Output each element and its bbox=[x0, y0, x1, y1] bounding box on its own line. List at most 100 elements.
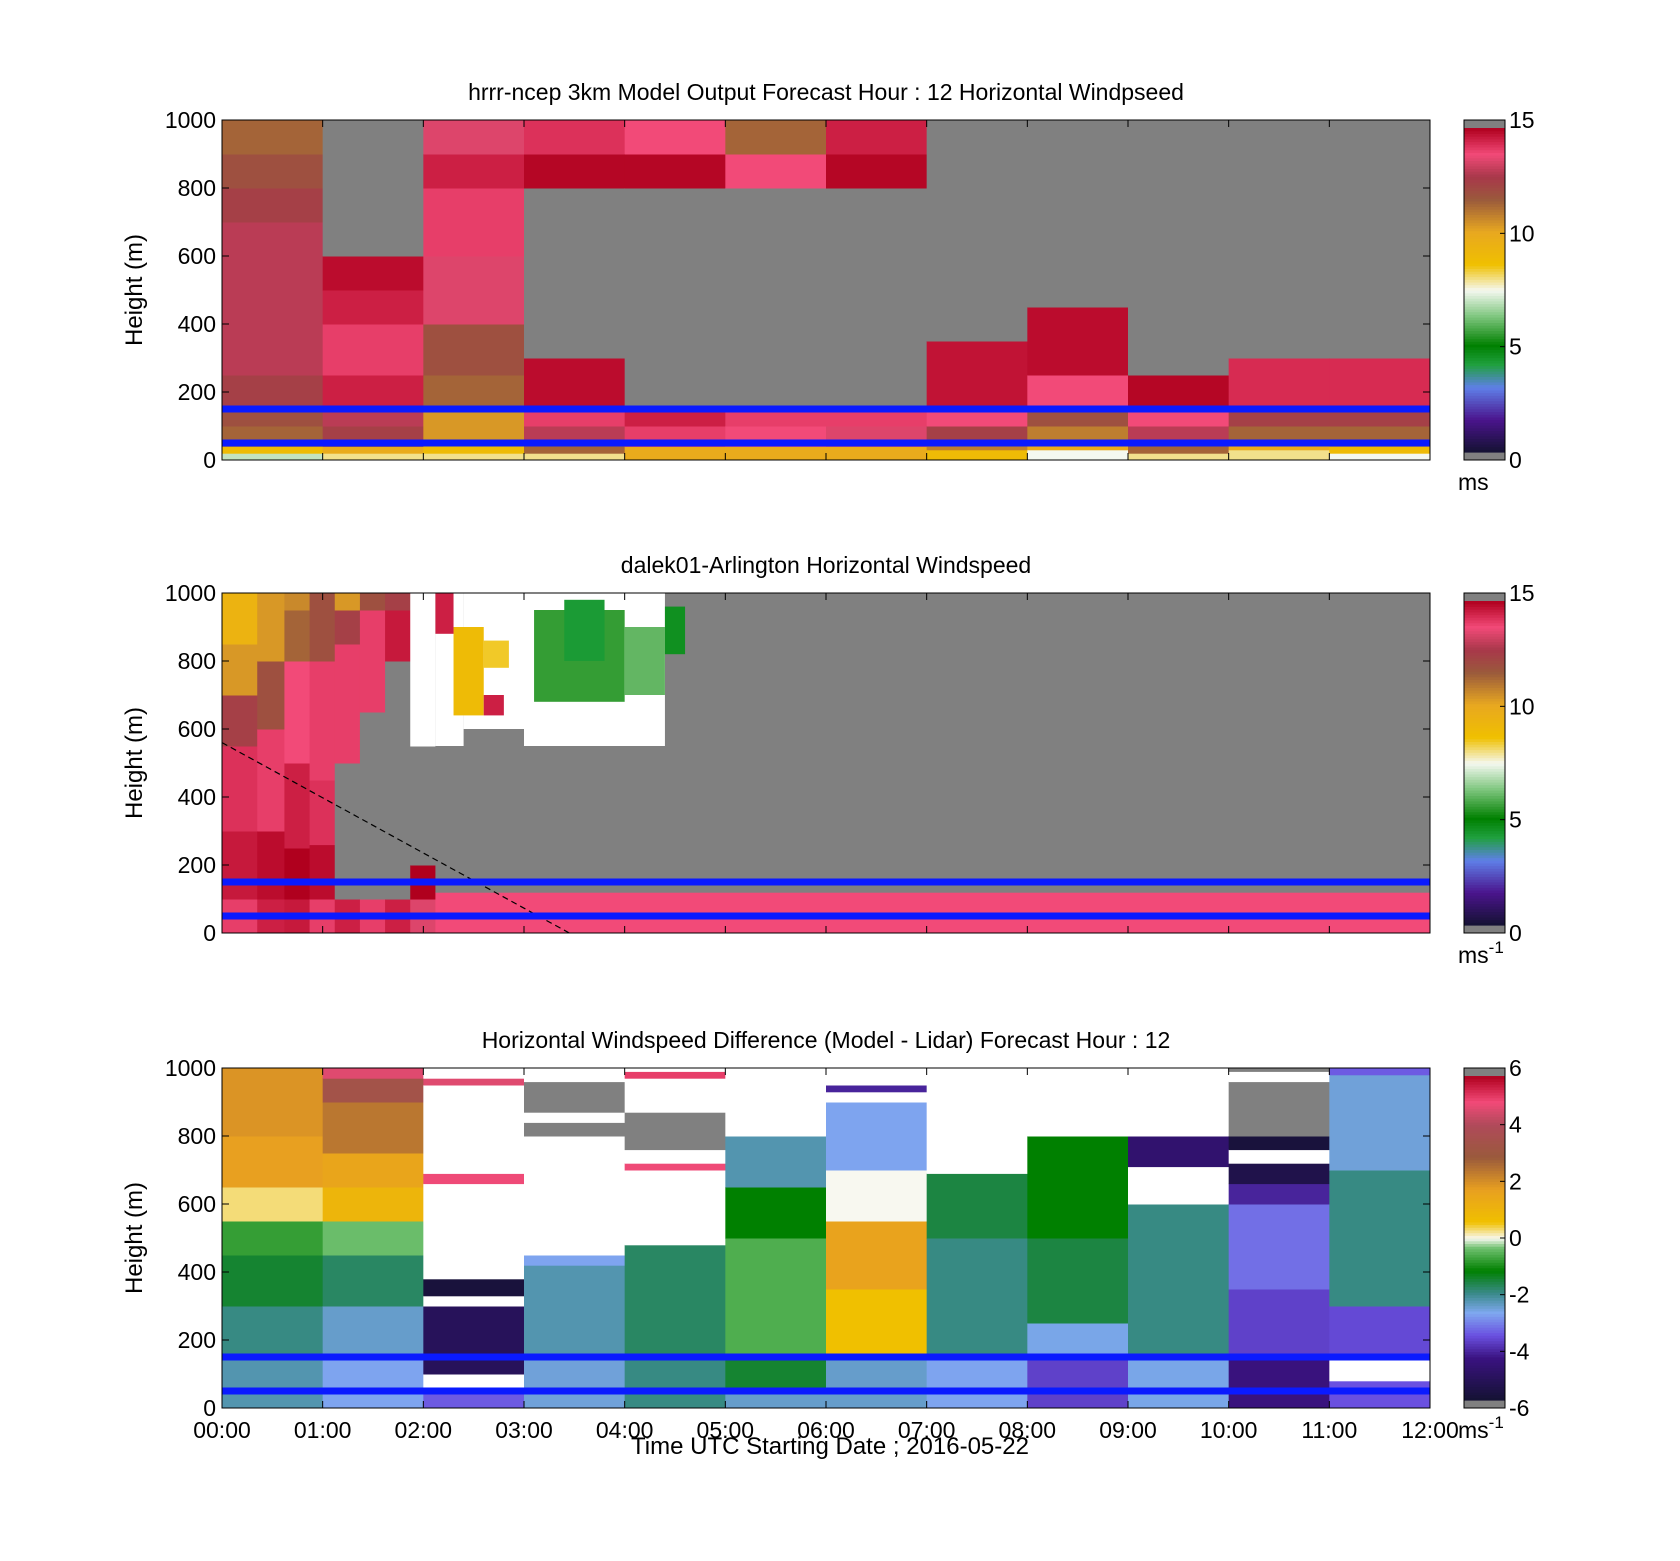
colorbar-segment bbox=[1464, 773, 1505, 778]
colorbar-segment bbox=[1464, 252, 1505, 256]
colorbar-segment bbox=[1464, 1157, 1505, 1161]
colorbar-segment bbox=[1464, 754, 1505, 759]
colorbar-segment bbox=[1464, 619, 1505, 624]
colorbar-segment bbox=[1464, 1229, 1505, 1234]
heatmap-cell bbox=[284, 661, 311, 764]
colorbar-segment bbox=[1464, 1146, 1505, 1150]
colorbar-segment bbox=[1464, 427, 1505, 431]
colorbar-segment bbox=[1464, 430, 1505, 434]
colorbar-segment bbox=[1464, 884, 1505, 888]
colorbar-segment bbox=[1464, 219, 1505, 224]
colorbar-segment bbox=[1464, 657, 1505, 661]
colorbar-segment bbox=[1464, 652, 1505, 656]
heatmap-cell bbox=[222, 1187, 324, 1222]
colorbar-segment bbox=[1464, 225, 1505, 229]
colorbar-segment bbox=[1464, 889, 1505, 894]
colorbar-segment bbox=[1464, 1205, 1505, 1209]
colorbar-segment bbox=[1464, 1354, 1505, 1358]
colorbar-segment bbox=[1464, 1397, 1505, 1401]
heatmap-cell bbox=[725, 120, 827, 155]
colorbar-segment bbox=[1464, 609, 1505, 613]
colorbar-segment bbox=[1464, 211, 1505, 215]
colorbar-segment bbox=[1464, 1332, 1505, 1336]
colorbar-segment bbox=[1464, 1162, 1505, 1166]
colorbar-segment bbox=[1464, 765, 1505, 769]
colorbar-segment bbox=[1464, 1370, 1505, 1374]
heatmap-cell bbox=[410, 593, 436, 747]
heatmap-cell bbox=[826, 188, 928, 410]
colorbar-segment bbox=[1464, 622, 1505, 626]
colorbar-segment bbox=[1464, 862, 1505, 867]
heatmap-cell bbox=[624, 1357, 726, 1409]
colorbar-segment bbox=[1464, 838, 1505, 842]
colorbar-segment bbox=[1464, 825, 1505, 829]
colorbar-segment bbox=[1464, 644, 1505, 648]
colorbar-segment bbox=[1464, 1211, 1505, 1215]
heatmap-cell bbox=[524, 426, 626, 441]
colorbar-segment bbox=[1464, 268, 1505, 272]
colorbar-segment bbox=[1464, 422, 1505, 426]
colorbar-segment bbox=[1464, 214, 1505, 218]
colorbar-segment bbox=[1464, 641, 1505, 645]
colorbar-segment bbox=[1464, 1076, 1505, 1080]
heatmap-cell bbox=[322, 324, 424, 376]
y-tick-label: 1000 bbox=[165, 580, 216, 606]
colorbar-segment bbox=[1464, 835, 1505, 840]
colorbar-segment bbox=[1464, 1305, 1505, 1309]
colorbar-segment bbox=[1464, 1327, 1505, 1331]
colorbar-segment bbox=[1464, 887, 1505, 891]
colorbar-segment bbox=[1464, 709, 1505, 713]
colorbar-tick-label: 15 bbox=[1509, 580, 1535, 606]
colorbar-segment bbox=[1464, 344, 1505, 348]
colorbar-segment bbox=[1464, 446, 1505, 450]
heatmap-cell bbox=[284, 610, 311, 662]
heatmap-cell bbox=[1228, 1183, 1330, 1205]
colorbar-segment bbox=[1464, 206, 1505, 210]
colorbar-segment bbox=[1464, 827, 1505, 832]
colorbar-segment bbox=[1464, 849, 1505, 853]
heatmap-cell bbox=[826, 409, 928, 427]
colorbar-segment bbox=[1464, 1378, 1505, 1382]
heatmap-cell bbox=[322, 446, 424, 454]
colorbar-segment bbox=[1464, 1281, 1505, 1285]
colorbar-segment bbox=[1464, 238, 1505, 242]
colorbar-segment bbox=[1464, 246, 1505, 251]
heatmap-cell bbox=[524, 1136, 626, 1256]
colorbar-segment bbox=[1464, 687, 1505, 691]
colorbar-segment bbox=[1464, 733, 1505, 737]
colorbar-segment bbox=[1464, 1394, 1505, 1398]
colorbar-segment bbox=[1464, 1154, 1505, 1158]
colorbar-segment bbox=[1464, 854, 1505, 859]
heatmap-cell bbox=[334, 610, 361, 645]
colorbar-segment bbox=[1464, 1105, 1505, 1109]
x-tick-label: 01:00 bbox=[294, 1417, 352, 1443]
colorbar-segment bbox=[1464, 1302, 1505, 1307]
colorbar-segment bbox=[1464, 233, 1505, 237]
heatmap-cell bbox=[423, 1078, 525, 1086]
colorbar-tick-label: 0 bbox=[1509, 447, 1522, 473]
colorbar-segment bbox=[1464, 1340, 1505, 1344]
heatmap-cell bbox=[624, 1244, 726, 1358]
heatmap-cell bbox=[222, 453, 324, 461]
heatmap-cell bbox=[826, 1068, 928, 1086]
heatmap-cell bbox=[926, 120, 1028, 342]
colorbar-segment bbox=[1464, 1383, 1505, 1388]
heatmap-cell bbox=[385, 661, 411, 900]
heatmap-cell bbox=[826, 1221, 928, 1290]
colorbar-segment bbox=[1464, 865, 1505, 869]
colorbar-segment bbox=[1464, 1081, 1505, 1085]
colorbar-segment bbox=[1464, 443, 1505, 448]
colorbar-segment bbox=[1464, 1143, 1505, 1147]
colorbar-segment bbox=[1464, 284, 1505, 288]
heatmap-cell bbox=[222, 120, 324, 155]
heatmap-cell bbox=[309, 780, 336, 846]
colorbar-segment bbox=[1464, 373, 1505, 377]
colorbar-segment bbox=[1464, 673, 1505, 678]
colorbar-tick-label: -2 bbox=[1509, 1282, 1529, 1308]
colorbar-segment bbox=[1464, 368, 1505, 372]
colorbar-segment bbox=[1464, 1103, 1505, 1107]
colorbar-segment bbox=[1464, 746, 1505, 751]
heatmap-cell bbox=[926, 409, 1028, 427]
y-axis-label: Height (m) bbox=[121, 1182, 148, 1294]
heatmap-cell bbox=[309, 593, 336, 662]
